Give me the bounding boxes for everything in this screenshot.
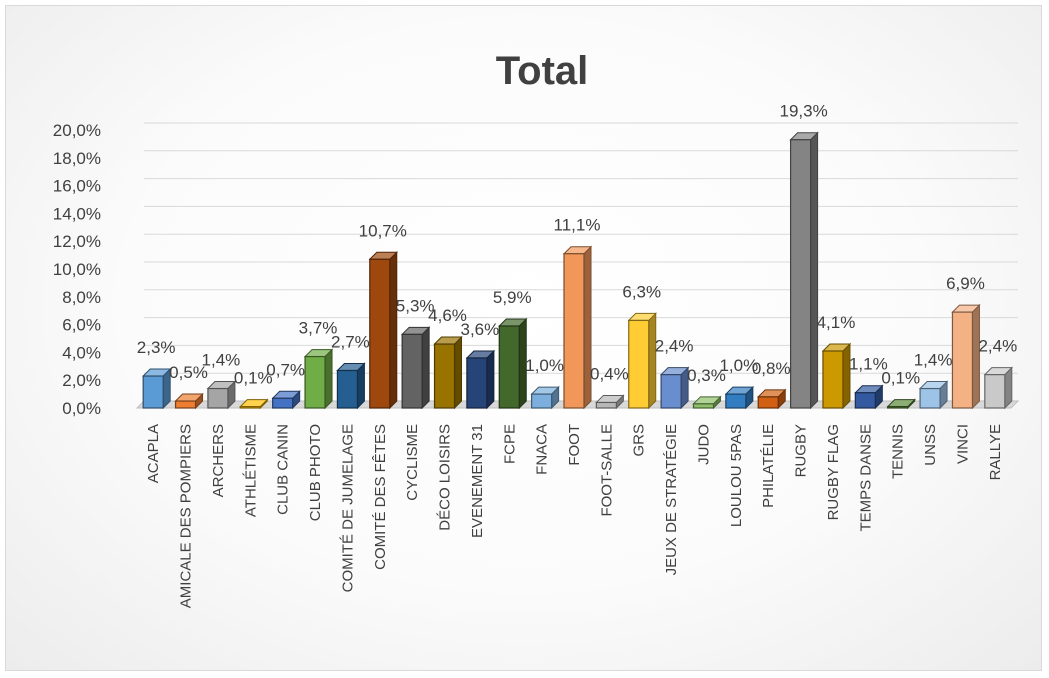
y-axis-ticks: 0,0% 2,0% 4,0% 6,0% 8,0% 10,0% 12,0% 14,0% 16,0%…: [53, 121, 101, 418]
data-label: 0,5%: [169, 363, 208, 382]
data-label: 3,6%: [461, 320, 500, 339]
data-label: 0,4%: [590, 364, 629, 383]
x-tick-label: COMITÉ DE JUMELAGE: [339, 424, 356, 592]
x-tick-label: RALLYE: [987, 424, 1004, 480]
bar: [239, 398, 269, 410]
x-tick-label: RUGBY: [793, 424, 810, 477]
x-tick-label: AMICALE DES POMPIERS: [178, 424, 195, 608]
bar: [206, 380, 237, 410]
y-tick-label: 4,0%: [62, 343, 101, 362]
x-tick-label: VINCI: [954, 424, 971, 464]
chart-svg: Total 0,0% 2,0% 4,0% 6,0% 8,0% 10,0% 12,0% 14,0…: [53, 49, 1020, 608]
x-tick-label: FNACA: [534, 424, 551, 475]
bar: [562, 245, 593, 410]
x-tick-label: COMITÉ DES FÊTES: [372, 424, 389, 570]
bar: [174, 392, 204, 410]
data-label: 2,4%: [655, 337, 694, 356]
bar: [692, 395, 722, 410]
bar: [368, 251, 398, 410]
chart-title: Total: [496, 49, 589, 93]
bars: [141, 131, 1014, 410]
bar: [465, 349, 496, 410]
y-tick-label: 0,0%: [62, 399, 101, 418]
data-label: 11,1%: [554, 216, 601, 235]
bar: [400, 326, 431, 410]
y-tick-label: 16,0%: [53, 177, 101, 196]
x-tick-label: ACAPLA: [145, 424, 162, 483]
data-label: 1,4%: [914, 351, 953, 370]
bar: [854, 384, 884, 410]
bar: [303, 348, 334, 410]
y-tick-label: 18,0%: [53, 149, 101, 168]
data-label: 19,3%: [779, 102, 827, 121]
data-label: 1,0%: [719, 356, 758, 375]
y-tick-label: 10,0%: [53, 260, 101, 279]
y-tick-label: 8,0%: [62, 288, 101, 307]
x-tick-label: JUDO: [695, 424, 712, 465]
data-label: 1,1%: [849, 355, 888, 374]
data-label: 2,4%: [978, 337, 1017, 356]
x-tick-label: CLUB CANIN: [275, 424, 292, 515]
y-tick-label: 14,0%: [53, 204, 101, 223]
bar: [659, 366, 690, 410]
bar: [336, 362, 366, 410]
x-tick-label: FCPE: [501, 424, 518, 464]
chart-area: Total 0,0% 2,0% 4,0% 6,0% 8,0% 10,0% 12,0% 14,0…: [5, 5, 1042, 671]
bar: [918, 380, 949, 410]
x-tick-label: LOULOU 5PAS: [728, 424, 745, 527]
data-label: 6,3%: [622, 282, 661, 301]
bar: [498, 317, 528, 410]
data-label: 6,9%: [946, 274, 985, 293]
x-tick-label: TEMPS DANSE: [857, 424, 874, 532]
x-tick-label: EVENEMENT 31: [469, 424, 486, 538]
bar: [724, 385, 755, 410]
data-label: 4,1%: [817, 313, 856, 332]
bar: [821, 342, 852, 410]
data-label: 1,0%: [525, 356, 564, 375]
x-tick-label: PHILATÉLIE: [760, 424, 777, 508]
data-label: 0,7%: [266, 360, 305, 379]
data-label: 5,9%: [493, 288, 532, 307]
x-tick-label: FOOT: [566, 424, 583, 466]
x-tick-label: ATHLÉTISME: [242, 424, 259, 517]
x-tick-label: CYCLISME: [404, 424, 421, 501]
x-tick-label: GRS: [631, 424, 648, 457]
y-tick-label: 6,0%: [62, 316, 101, 335]
bar: [983, 366, 1014, 410]
bar: [141, 367, 172, 410]
x-tick-label: JEUX DE STRATÉGIE: [663, 424, 680, 575]
data-label: 3,7%: [299, 319, 338, 338]
data-label: 0,1%: [881, 369, 920, 388]
bar: [433, 335, 463, 410]
bar: [595, 394, 625, 410]
data-label: 0,3%: [687, 366, 726, 385]
x-tick-label: CLUB PHOTO: [307, 424, 324, 521]
bar: [886, 398, 916, 410]
data-label: 5,3%: [396, 296, 435, 315]
x-tick-label: ARCHERS: [210, 424, 227, 497]
data-label: 0,8%: [752, 359, 791, 378]
bar: [271, 390, 301, 410]
bar: [789, 131, 819, 410]
data-label: 0,1%: [234, 369, 273, 388]
y-tick-label: 2,0%: [62, 371, 101, 390]
x-tick-label: FOOT-SALLE: [598, 424, 615, 517]
x-tick-label: DÉCO LOISIRS: [437, 424, 454, 531]
data-label: 4,6%: [428, 306, 467, 325]
bar: [951, 303, 981, 410]
bar: [757, 388, 787, 410]
data-label: 1,4%: [202, 351, 241, 370]
x-tick-label: RUGBY FLAG: [825, 424, 842, 520]
data-labels: 2,3%0,5%1,4%0,1%0,7%3,7%2,7%10,7%5,3%4,6…: [137, 102, 1017, 388]
data-label: 2,3%: [137, 338, 176, 357]
data-label: 10,7%: [359, 221, 407, 240]
x-axis-labels: ACAPLA AMICALE DES POMPIERS ARCHERS ATHLÉTI…: [145, 424, 1004, 608]
y-tick-label: 12,0%: [53, 232, 101, 251]
x-tick-label: TENNIS: [890, 424, 907, 479]
x-tick-label: UNSS: [922, 424, 939, 466]
y-tick-label: 20,0%: [53, 121, 101, 140]
bar: [530, 385, 560, 410]
bar: [627, 312, 657, 410]
data-label: 2,7%: [331, 332, 370, 351]
